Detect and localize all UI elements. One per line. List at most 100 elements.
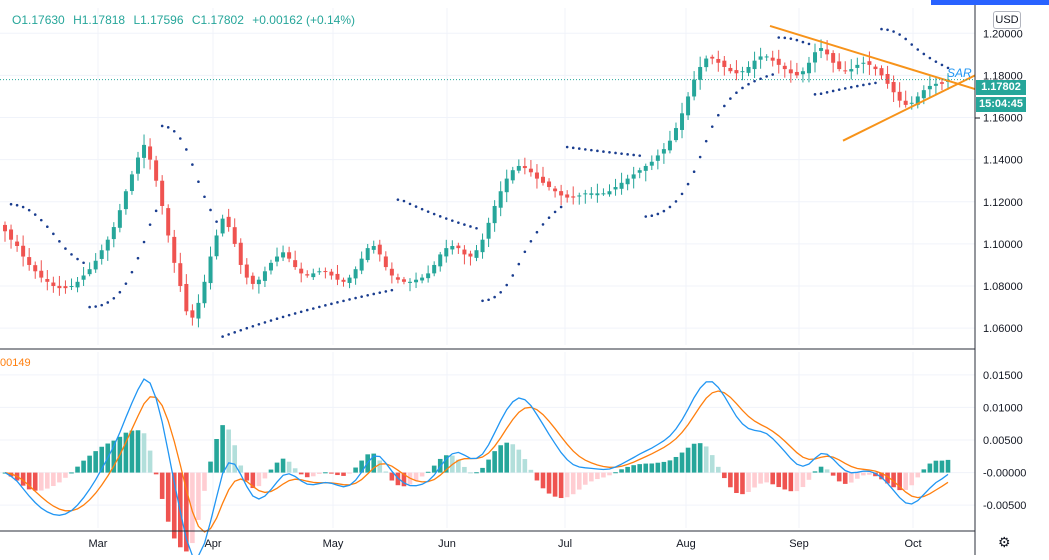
sar-dot [227, 333, 230, 336]
histogram-bar [81, 460, 86, 473]
sar-dot [596, 149, 599, 153]
candle [148, 138, 153, 170]
candle [135, 151, 140, 181]
candle [867, 51, 872, 75]
histogram-bar [824, 469, 830, 473]
candle-body [214, 235, 219, 257]
histogram-bar [256, 472, 262, 487]
histogram-bar [601, 472, 606, 478]
sar-dot [269, 319, 273, 322]
time-axis[interactable]: Mar Apr May Jun Jul Aug Sep Oct [89, 538, 922, 550]
candle [547, 178, 552, 191]
histogram-bar [26, 472, 32, 490]
sar-dot [680, 192, 684, 196]
candle [607, 184, 612, 197]
candle-body [867, 61, 872, 65]
currency-button[interactable]: USD [993, 11, 1021, 29]
candle [238, 238, 243, 274]
sar-dot [160, 124, 164, 128]
candle-body [837, 61, 842, 70]
histogram-bar [196, 472, 201, 520]
histogram-bar [317, 472, 322, 474]
histogram-bar [758, 472, 763, 484]
candle [813, 43, 818, 73]
candle-body [673, 128, 678, 141]
candle-body [752, 60, 757, 70]
histogram-bar [595, 472, 600, 480]
candle-body [371, 246, 376, 250]
candle-body [861, 62, 866, 64]
histogram-bar [274, 462, 280, 473]
candle-body [57, 285, 62, 289]
sar-dot [372, 292, 376, 296]
histogram-bar [250, 472, 256, 489]
sar-dot [481, 299, 484, 303]
sar-dot [765, 75, 768, 78]
histogram-bar [419, 472, 425, 477]
candle [57, 275, 62, 296]
candle [534, 164, 539, 189]
trendlines [769, 24, 976, 142]
histogram-bar [123, 432, 129, 473]
candle-body [377, 244, 382, 255]
histogram-bar [842, 472, 848, 484]
candle [734, 60, 739, 81]
candle [861, 56, 866, 74]
candle [347, 274, 352, 289]
candle-body [142, 144, 147, 158]
candle [377, 239, 382, 262]
candle-body [686, 96, 691, 116]
candle [540, 166, 545, 186]
price-axis[interactable]: 1.20000 1.18000 1.16000 1.14000 1.12000 1.100… [983, 28, 1023, 335]
sar-dot [571, 146, 575, 150]
sar-dot [100, 303, 104, 307]
candle [522, 157, 527, 175]
sar-dot [305, 308, 309, 312]
candle-body [395, 277, 400, 280]
candle [698, 56, 703, 90]
histogram-bar [141, 433, 147, 473]
sar-dot [360, 295, 363, 298]
candle [359, 251, 364, 275]
candle-body [492, 205, 497, 224]
candle [855, 57, 860, 75]
histogram-bar [722, 472, 727, 479]
histogram-bar [208, 461, 213, 473]
candle [341, 277, 346, 287]
histogram-bar [546, 472, 552, 494]
candle [220, 214, 225, 237]
candle-body [250, 275, 255, 284]
histogram-bar [353, 467, 358, 473]
candle [250, 272, 255, 290]
candle [371, 240, 376, 254]
sar-dot [831, 89, 835, 93]
candle [728, 64, 733, 74]
candle-body [383, 256, 388, 268]
candle-body [540, 176, 545, 183]
macd-axis[interactable]: 0.01500 0.01000 0.00500 -0.00000 -0.00500 [983, 370, 1026, 512]
candle-body [637, 170, 642, 173]
macd-tick-label: 0.01000 [983, 402, 1023, 414]
candle [123, 189, 128, 215]
histogram-bar [431, 465, 437, 473]
candle [293, 250, 298, 270]
gear-icon[interactable]: ⚙ [998, 534, 1011, 550]
sar-dot [590, 148, 593, 152]
candle [365, 243, 370, 263]
sar-dot [874, 81, 877, 85]
histogram-bar [492, 451, 497, 473]
candle-body [105, 239, 110, 251]
macd-histogram [2, 425, 951, 552]
histogram-bar [927, 463, 933, 473]
sar-dot [511, 274, 515, 277]
sar-dot [801, 40, 805, 44]
candle [190, 304, 195, 326]
candle-body [81, 275, 86, 280]
macd-lines [4, 378, 949, 557]
histogram-bar [202, 472, 207, 491]
histogram-bar [75, 466, 80, 473]
candle [408, 278, 413, 292]
candle-body [444, 248, 449, 257]
